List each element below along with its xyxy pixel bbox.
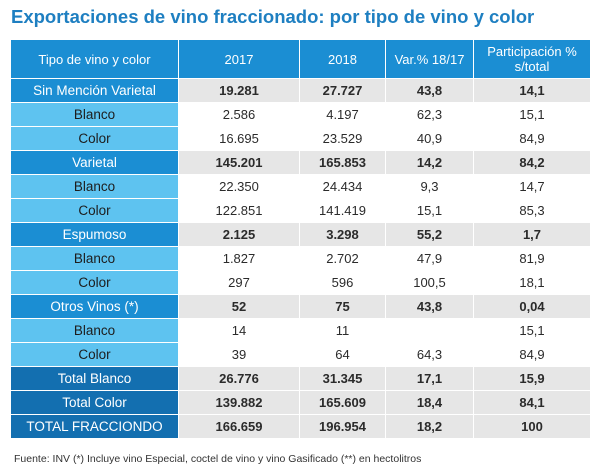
cell-2018: 75 — [299, 294, 386, 319]
cell-var: 62,3 — [385, 102, 474, 127]
cell-2017: 297 — [178, 270, 300, 295]
cell-2018: 24.434 — [299, 174, 386, 199]
cell-2017: 52 — [178, 294, 300, 319]
row-label: Color — [10, 342, 179, 367]
cell-var: 64,3 — [385, 342, 474, 367]
row-label: Total Color — [10, 390, 179, 415]
cell-part: 85,3 — [473, 198, 591, 223]
cell-var: 43,8 — [385, 294, 474, 319]
cell-part: 1,7 — [473, 222, 591, 247]
cell-var: 15,1 — [385, 198, 474, 223]
row-label: Sin Mención Varietal — [10, 78, 179, 103]
cell-2018: 4.197 — [299, 102, 386, 127]
cell-part: 14,1 — [473, 78, 591, 103]
table-row: Color 39 64 64,3 84,9 — [10, 342, 591, 367]
row-label: Blanco — [10, 174, 179, 199]
cell-var: 40,9 — [385, 126, 474, 151]
row-label: Color — [10, 126, 179, 151]
row-label: Blanco — [10, 318, 179, 343]
cell-2017: 16.695 — [178, 126, 300, 151]
cell-2018: 64 — [299, 342, 386, 367]
cell-part: 18,1 — [473, 270, 591, 295]
table-row: Blanco 22.350 24.434 9,3 14,7 — [10, 174, 591, 199]
cell-part: 0,04 — [473, 294, 591, 319]
table-row: Color 297 596 100,5 18,1 — [10, 270, 591, 295]
table-row-total: Total Color 139.882 165.609 18,4 84,1 — [10, 390, 591, 415]
cell-var: 17,1 — [385, 366, 474, 391]
cell-2017: 14 — [178, 318, 300, 343]
cell-2018: 596 — [299, 270, 386, 295]
cell-var: 47,9 — [385, 246, 474, 271]
cell-var: 100,5 — [385, 270, 474, 295]
cell-2018: 3.298 — [299, 222, 386, 247]
cell-part: 84,9 — [473, 126, 591, 151]
cell-part: 14,7 — [473, 174, 591, 199]
cell-part: 84,2 — [473, 150, 591, 175]
cell-2017: 1.827 — [178, 246, 300, 271]
cell-part: 81,9 — [473, 246, 591, 271]
table-row: Otros Vinos (*) 52 75 43,8 0,04 — [10, 294, 591, 319]
row-label: Color — [10, 198, 179, 223]
cell-2018: 27.727 — [299, 78, 386, 103]
cell-part: 15,1 — [473, 318, 591, 343]
row-label: TOTAL FRACCIONDO — [10, 414, 179, 439]
source-note: Fuente: INV (*) Incluye vino Especial, c… — [14, 453, 422, 465]
cell-2018: 31.345 — [299, 366, 386, 391]
exports-table: Tipo de vino y color 2017 2018 Var.% 18/… — [10, 39, 591, 439]
cell-var: 55,2 — [385, 222, 474, 247]
cell-var: 9,3 — [385, 174, 474, 199]
cell-2018: 165.853 — [299, 150, 386, 175]
table-title: Exportaciones de vino fraccionado: por t… — [11, 6, 535, 27]
cell-2017: 22.350 — [178, 174, 300, 199]
table-row: Blanco 2.586 4.197 62,3 15,1 — [10, 102, 591, 127]
cell-2017: 19.281 — [178, 78, 300, 103]
cell-2018: 11 — [299, 318, 386, 343]
row-label: Blanco — [10, 102, 179, 127]
cell-2018: 196.954 — [299, 414, 386, 439]
cell-2017: 26.776 — [178, 366, 300, 391]
cell-2017: 145.201 — [178, 150, 300, 175]
table-row: Varietal 145.201 165.853 14,2 84,2 — [10, 150, 591, 175]
table-row-total: Total Blanco 26.776 31.345 17,1 15,9 — [10, 366, 591, 391]
header-tipo: Tipo de vino y color — [10, 39, 179, 79]
row-label: Total Blanco — [10, 366, 179, 391]
row-label: Varietal — [10, 150, 179, 175]
header-2018: 2018 — [299, 39, 386, 79]
cell-part: 84,9 — [473, 342, 591, 367]
cell-2017: 2.125 — [178, 222, 300, 247]
header-2017: 2017 — [178, 39, 300, 79]
header-participacion: Participación % s/total — [473, 39, 591, 79]
cell-2017: 139.882 — [178, 390, 300, 415]
cell-part: 15,1 — [473, 102, 591, 127]
row-label: Blanco — [10, 246, 179, 271]
cell-2017: 39 — [178, 342, 300, 367]
cell-2018: 2.702 — [299, 246, 386, 271]
table-row: Blanco 14 11 15,1 — [10, 318, 591, 343]
row-label: Espumoso — [10, 222, 179, 247]
cell-var — [385, 318, 474, 343]
header-row: Tipo de vino y color 2017 2018 Var.% 18/… — [10, 39, 591, 79]
cell-part: 84,1 — [473, 390, 591, 415]
cell-2017: 166.659 — [178, 414, 300, 439]
cell-2018: 23.529 — [299, 126, 386, 151]
table-row: Color 122.851 141.419 15,1 85,3 — [10, 198, 591, 223]
cell-2017: 2.586 — [178, 102, 300, 127]
cell-2017: 122.851 — [178, 198, 300, 223]
row-label: Color — [10, 270, 179, 295]
table-row-total: TOTAL FRACCIONDO 166.659 196.954 18,2 10… — [10, 414, 591, 439]
table-row: Sin Mención Varietal 19.281 27.727 43,8 … — [10, 78, 591, 103]
cell-var: 14,2 — [385, 150, 474, 175]
cell-var: 43,8 — [385, 78, 474, 103]
row-label: Otros Vinos (*) — [10, 294, 179, 319]
table-row: Color 16.695 23.529 40,9 84,9 — [10, 126, 591, 151]
cell-part: 100 — [473, 414, 591, 439]
cell-2018: 141.419 — [299, 198, 386, 223]
table-row: Espumoso 2.125 3.298 55,2 1,7 — [10, 222, 591, 247]
cell-var: 18,4 — [385, 390, 474, 415]
cell-var: 18,2 — [385, 414, 474, 439]
header-var: Var.% 18/17 — [385, 39, 474, 79]
cell-part: 15,9 — [473, 366, 591, 391]
cell-2018: 165.609 — [299, 390, 386, 415]
table-row: Blanco 1.827 2.702 47,9 81,9 — [10, 246, 591, 271]
